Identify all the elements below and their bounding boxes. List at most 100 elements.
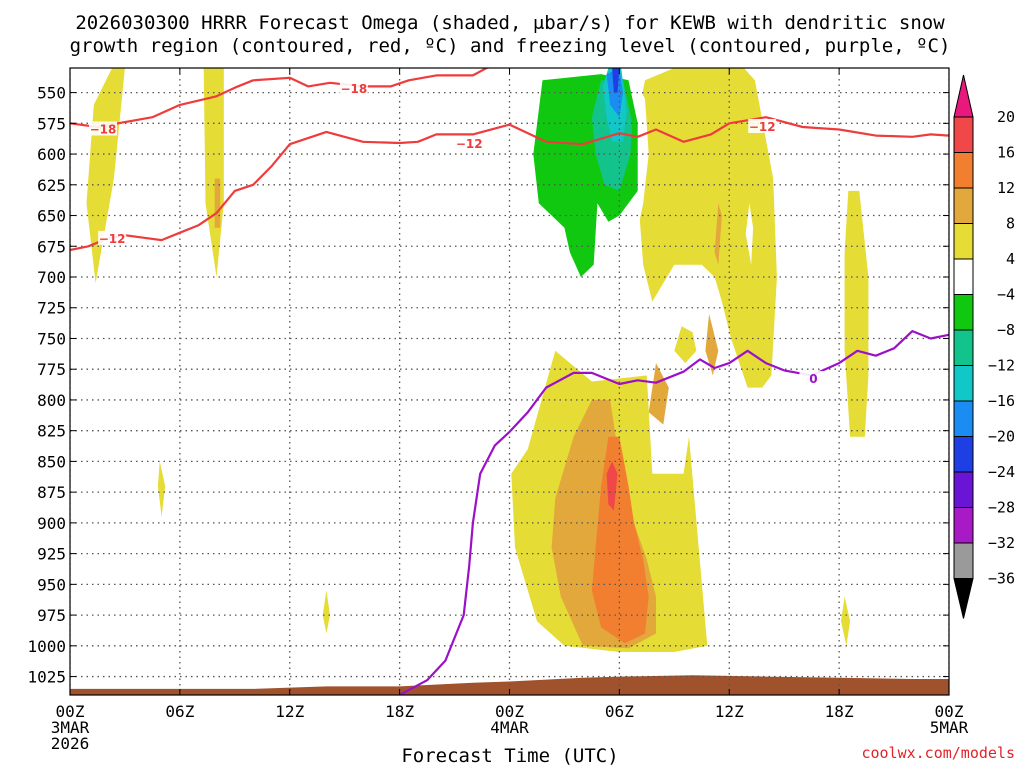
- colorbar-label-13: −36: [988, 570, 1015, 588]
- contour-label-bg-0: [339, 80, 368, 95]
- omega-region-26: [775, 467, 781, 517]
- plot-inner: −18 −18 −12 −12 −12 0: [70, 68, 949, 695]
- omega-region-7: [591, 436, 649, 644]
- x-tick-label-18: 18Z: [385, 702, 414, 721]
- contour-label-1: −18: [90, 122, 117, 136]
- chart-title-line1: 2026030300 HRRR Forecast Omega (shaded, …: [75, 12, 945, 34]
- omega-region-11: [623, 68, 777, 388]
- contour-label-bg-3: [455, 136, 484, 151]
- colorbar-label-5: −4: [997, 286, 1015, 304]
- y-tick-label-650: 650: [37, 207, 66, 226]
- contour-label-3: −12: [456, 137, 483, 151]
- y-tick-label-600: 600: [37, 145, 66, 164]
- y-tick-label-925: 925: [37, 545, 66, 564]
- colorbar-over-triangle: [953, 74, 974, 118]
- omega-region-17: [469, 68, 492, 111]
- y-tick-label-550: 550: [37, 84, 66, 103]
- omega-region-25: [745, 203, 754, 265]
- omega-region-16: [449, 68, 462, 173]
- colorbar-label-3: 8: [1006, 215, 1015, 233]
- colorbar-label-10: −24: [988, 463, 1015, 481]
- y-tick-label-625: 625: [37, 176, 66, 195]
- colorbar-bin-10: [953, 471, 974, 508]
- y-tick-label-900: 900: [37, 514, 66, 533]
- omega-region-14: [844, 190, 869, 437]
- x-tick-date-48: 5MAR: [930, 718, 969, 737]
- omega-region-3: [157, 461, 166, 517]
- colorbar-bin-5: [953, 294, 974, 331]
- omega-region-10: [648, 363, 669, 425]
- x-axis-label: Forecast Time (UTC): [401, 745, 618, 767]
- colorbar-label-0: 20: [997, 108, 1015, 126]
- plot-area: −18 −18 −12 −12 −12 0 550 575 600 625 650 675 700 725…: [27, 67, 969, 753]
- colorbar-label-6: −8: [997, 321, 1015, 339]
- contour-label-bg-4: [748, 119, 777, 134]
- contour-label-5: 0: [809, 372, 817, 386]
- colorbar-label-4: 4: [1006, 250, 1015, 268]
- y-tick-label-975: 975: [37, 606, 66, 625]
- contour-label-bg-2: [98, 230, 127, 245]
- colorbar-bin-6: [953, 329, 974, 366]
- contour-label-4: −12: [749, 120, 776, 134]
- y-tick-label-775: 775: [37, 360, 66, 379]
- omega-region-24: [612, 68, 620, 93]
- colorbar-label-2: 12: [997, 179, 1015, 197]
- contour-label-bg-1: [88, 121, 117, 136]
- omega-region-28: [436, 590, 448, 640]
- y-tick-label-825: 825: [37, 422, 66, 441]
- colorbar-bin-7: [953, 365, 974, 402]
- y-tick-label-700: 700: [37, 268, 66, 287]
- omega-region-2: [214, 178, 221, 228]
- omega-region-8: [606, 461, 618, 511]
- colorbar-label-8: −16: [988, 392, 1015, 410]
- y-tick-label-1025: 1025: [27, 668, 66, 687]
- y-tick-label-875: 875: [37, 483, 66, 502]
- chart-title-line2: growth region (contoured, red, ºC) and f…: [70, 35, 951, 57]
- colorbar-label-1: 16: [997, 144, 1015, 162]
- colorbar-label-9: −20: [988, 428, 1015, 446]
- omega-region-13: [705, 313, 719, 376]
- x-tick-year-0: 2026: [51, 734, 90, 753]
- credit-text: coolwx.com/models: [861, 744, 1015, 762]
- x-tick-label-0: 00Z: [56, 702, 85, 721]
- contour-label-bg-5: [799, 371, 828, 386]
- omega-region-12: [714, 203, 722, 265]
- colorbar-bin-11: [953, 507, 974, 544]
- omega-region-9: [674, 326, 697, 364]
- colorbar-label-7: −12: [988, 357, 1015, 375]
- colorbar-under-triangle: [953, 578, 974, 619]
- contour-line-2: [399, 330, 949, 695]
- contour-line-1: [70, 116, 949, 252]
- colorbar-bin-12: [953, 542, 974, 579]
- omega-region-27: [802, 510, 821, 554]
- y-tick-label-800: 800: [37, 391, 66, 410]
- contour-label-2: −12: [99, 232, 126, 246]
- colorbar-label-12: −32: [988, 534, 1015, 552]
- colorbar-bin-1: [953, 152, 974, 189]
- y-tick-label-725: 725: [37, 299, 66, 318]
- contour-line-0: [70, 68, 489, 129]
- x-tick-label-30: 06Z: [605, 702, 634, 721]
- x-tick-label-24: 00Z: [495, 702, 524, 721]
- colorbar-legend: 20 16 12 8 4 −4 −8 −12 −16 −20 −24 −28 −32 −36: [953, 74, 1015, 619]
- x-tick-date-24: 4MAR: [490, 718, 529, 737]
- colorbar-bin-9: [953, 436, 974, 473]
- x-tick-label-42: 18Z: [825, 702, 854, 721]
- y-tick-label-850: 850: [37, 452, 66, 471]
- colorbar-bin-2: [953, 187, 974, 224]
- y-tick-label-950: 950: [37, 575, 66, 594]
- x-tick-date-0: 3MAR: [51, 718, 90, 737]
- colorbar-label-11: −28: [988, 499, 1015, 517]
- colorbar-bin-3: [953, 223, 974, 260]
- omega-region-15: [841, 596, 851, 646]
- colorbar-bin-4: [953, 258, 974, 295]
- y-tick-label-675: 675: [37, 237, 66, 256]
- contour-label-0: −18: [340, 82, 367, 96]
- x-tick-label-6: 06Z: [165, 702, 194, 721]
- x-tick-label-48: 00Z: [935, 702, 964, 721]
- omega-region-4: [322, 590, 330, 634]
- x-tick-label-12: 12Z: [275, 702, 304, 721]
- colorbar-bin-8: [953, 400, 974, 437]
- colorbar-bin-0: [953, 116, 974, 153]
